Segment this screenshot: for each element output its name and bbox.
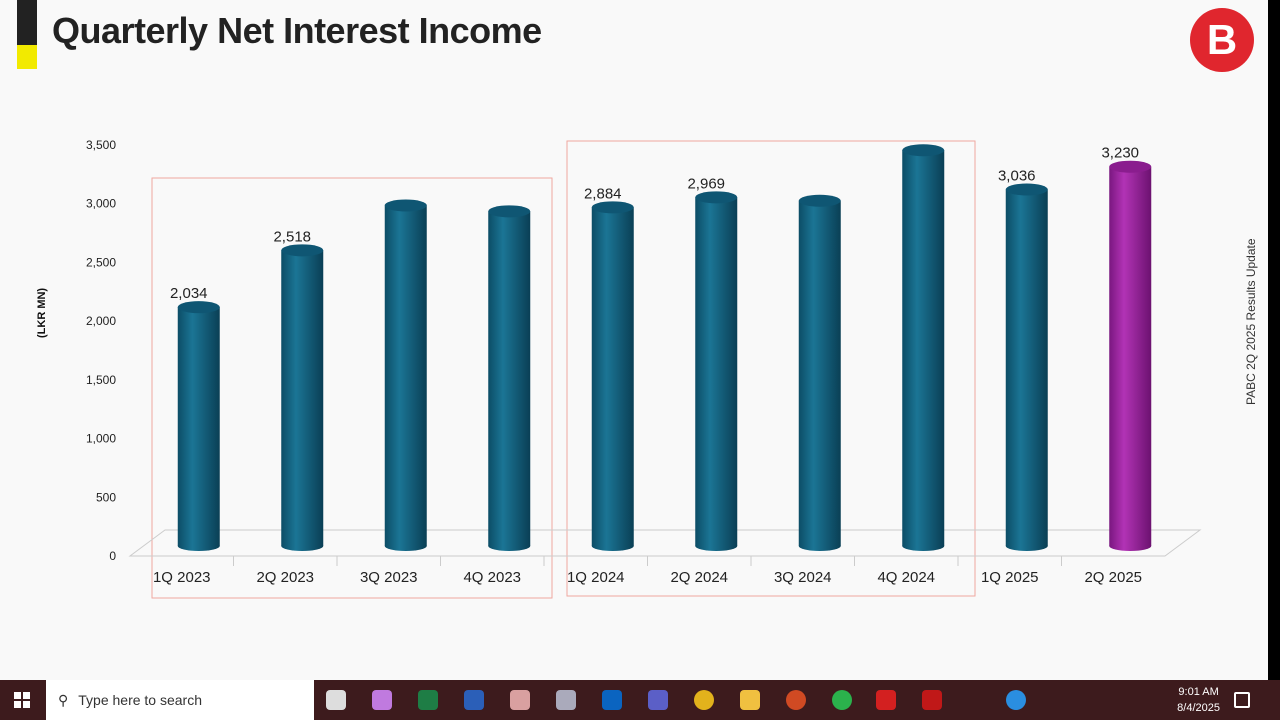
bar	[488, 211, 531, 547]
taskbar: ⚲ Type here to search 9:01 AM 8/4/2025	[0, 680, 1280, 720]
bar-top	[591, 201, 634, 214]
y-tick-label: 2,500	[86, 255, 116, 269]
x-tick-label: 3Q 2024	[774, 569, 832, 586]
outlook-icon[interactable]	[602, 690, 622, 710]
brand-logo: B	[1190, 8, 1254, 72]
bar-top	[384, 199, 427, 212]
file-explorer-icon[interactable]	[740, 690, 760, 710]
bar	[591, 207, 634, 546]
x-tick-label: 1Q 2023	[153, 569, 211, 586]
bar	[281, 250, 324, 546]
bar-top	[695, 191, 738, 204]
group-box-2024	[566, 140, 976, 597]
x-tick-label: 4Q 2023	[463, 569, 521, 586]
bar-base	[591, 541, 634, 551]
data-label: 3,036	[998, 167, 1036, 184]
group-box-2023	[151, 177, 553, 599]
data-label: 2,884	[584, 185, 622, 202]
whatsapp-icon[interactable]	[832, 690, 852, 710]
bar-base	[1005, 541, 1048, 551]
search-icon: ⚲	[58, 691, 69, 708]
x-tick-label: 4Q 2024	[877, 569, 935, 586]
search-placeholder: Type here to search	[78, 692, 203, 708]
page-title: Quarterly Net Interest Income	[52, 10, 542, 51]
app-icon[interactable]	[556, 690, 576, 710]
clock-time: 9:01 AM	[1178, 686, 1219, 698]
chrome-icon[interactable]	[694, 690, 714, 710]
bar-base	[695, 541, 738, 551]
x-tick-label: 1Q 2024	[567, 569, 625, 586]
title-accent-yellow	[17, 45, 37, 69]
bar	[798, 200, 841, 546]
bar-top	[1005, 183, 1048, 196]
bar-top	[1109, 160, 1152, 173]
bar	[902, 150, 945, 546]
bar-top	[488, 205, 531, 218]
copilot-icon[interactable]	[372, 690, 392, 710]
clock[interactable]: 9:01 AM 8/4/2025	[1177, 684, 1220, 716]
slide: Quarterly Net Interest Income B PABC 2Q …	[0, 0, 1268, 680]
powerpoint-icon[interactable]	[786, 690, 806, 710]
title-accent-dark	[17, 0, 37, 45]
y-tick-label: 1,500	[86, 373, 116, 387]
x-tick-label: 2Q 2023	[256, 569, 314, 586]
y-tick-label: 2,000	[86, 314, 116, 328]
x-tick-label: 2Q 2025	[1084, 569, 1142, 586]
data-label: 2,969	[687, 175, 725, 192]
teams-icon[interactable]	[648, 690, 668, 710]
bar	[1005, 189, 1048, 546]
bar-top	[281, 244, 324, 257]
bar	[384, 205, 427, 546]
acrobat-icon[interactable]	[876, 690, 896, 710]
bar-top	[798, 194, 841, 207]
y-tick-label: 500	[96, 490, 116, 504]
bar-base	[902, 541, 945, 551]
bar-top	[902, 144, 945, 157]
task-view-icon[interactable]	[326, 690, 346, 710]
data-label: 3,230	[1101, 145, 1139, 162]
data-label: 2,034	[170, 285, 208, 302]
word-icon[interactable]	[464, 690, 484, 710]
bar-base	[281, 541, 324, 551]
bar	[177, 307, 220, 546]
bar-base	[384, 541, 427, 551]
search-box[interactable]: ⚲ Type here to search	[46, 680, 314, 720]
bar-base	[488, 541, 531, 551]
clock-date: 8/4/2025	[1177, 702, 1220, 714]
help-icon[interactable]	[1006, 690, 1026, 710]
x-tick-label: 1Q 2025	[981, 569, 1039, 586]
windows-start-icon[interactable]	[14, 692, 30, 708]
excel-icon[interactable]	[418, 690, 438, 710]
y-tick-label: 3,500	[86, 138, 116, 152]
app-icon[interactable]	[510, 690, 530, 710]
chart-floor	[128, 529, 1202, 557]
data-label: 2,518	[273, 228, 311, 245]
x-tick-label: 3Q 2023	[360, 569, 418, 586]
y-tick-label: 3,000	[86, 197, 116, 211]
y-tick-label: 0	[109, 549, 116, 563]
y-tick-label: 1,000	[86, 432, 116, 446]
bar-base	[1109, 541, 1152, 551]
mcafee-icon[interactable]	[922, 690, 942, 710]
notifications-icon[interactable]	[1234, 692, 1250, 708]
bar	[695, 197, 738, 547]
x-tick-label: 2Q 2024	[670, 569, 728, 586]
bar-chart: 0 500 1,000 1,500 2,000 2,500 3,000 3,500 1Q 202…	[86, 138, 1202, 599]
bar	[1109, 166, 1152, 546]
bar-base	[798, 541, 841, 551]
bar-base	[177, 541, 220, 551]
bar-top	[177, 301, 220, 314]
